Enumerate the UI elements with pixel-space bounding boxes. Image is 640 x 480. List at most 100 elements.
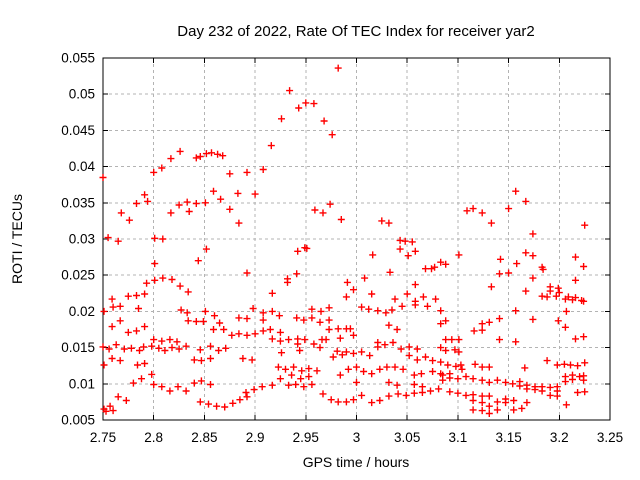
x-tick-label: 3.25 bbox=[597, 430, 623, 445]
y-tick-label: 0.045 bbox=[61, 123, 95, 138]
data-point bbox=[569, 376, 576, 383]
data-point bbox=[199, 318, 207, 325]
data-point bbox=[393, 381, 401, 389]
data-point bbox=[175, 201, 183, 209]
y-tick-label: 0.055 bbox=[61, 51, 95, 66]
data-point bbox=[201, 307, 209, 315]
data-point bbox=[399, 365, 407, 373]
data-point bbox=[493, 376, 501, 384]
data-point bbox=[148, 370, 156, 378]
data-point bbox=[127, 344, 135, 352]
data-point bbox=[333, 347, 341, 355]
data-point bbox=[402, 391, 410, 399]
data-point bbox=[469, 375, 477, 383]
data-point bbox=[560, 360, 568, 368]
data-point bbox=[242, 389, 250, 396]
data-point bbox=[276, 375, 284, 383]
data-point bbox=[478, 209, 486, 217]
data-point bbox=[446, 388, 454, 396]
data-point bbox=[381, 341, 389, 349]
data-point bbox=[350, 286, 357, 294]
data-point bbox=[124, 328, 132, 336]
data-point bbox=[249, 305, 257, 312]
data-point bbox=[546, 383, 554, 391]
data-point bbox=[389, 339, 397, 346]
data-point bbox=[294, 247, 302, 255]
data-point bbox=[505, 269, 513, 277]
y-tick-label: 0.005 bbox=[61, 413, 95, 428]
data-point bbox=[290, 363, 298, 371]
data-point bbox=[410, 389, 418, 397]
data-point bbox=[572, 335, 579, 343]
y-tick-label: 0.03 bbox=[69, 232, 95, 247]
data-point bbox=[116, 317, 124, 325]
data-point bbox=[151, 276, 159, 284]
data-point bbox=[429, 357, 437, 365]
data-point bbox=[442, 336, 450, 344]
data-point bbox=[325, 304, 333, 312]
data-point bbox=[116, 357, 124, 365]
data-point bbox=[418, 389, 426, 396]
data-point bbox=[133, 327, 140, 335]
data-point bbox=[427, 387, 434, 395]
data-point bbox=[403, 290, 411, 298]
data-point bbox=[192, 318, 200, 325]
data-point bbox=[229, 399, 237, 407]
data-point bbox=[555, 289, 563, 297]
data-point bbox=[327, 396, 335, 404]
data-point bbox=[404, 252, 412, 260]
data-point bbox=[302, 99, 310, 107]
data-point bbox=[342, 398, 350, 406]
data-point bbox=[454, 375, 462, 383]
data-point bbox=[201, 199, 209, 207]
data-point bbox=[437, 320, 445, 328]
data-point bbox=[413, 356, 421, 364]
data-point bbox=[108, 323, 116, 331]
data-point bbox=[104, 234, 112, 242]
data-point bbox=[523, 399, 531, 407]
data-point bbox=[226, 205, 234, 213]
data-point bbox=[141, 290, 149, 298]
data-point bbox=[222, 344, 230, 352]
data-point bbox=[386, 268, 394, 276]
data-point bbox=[235, 330, 243, 338]
data-point bbox=[413, 345, 421, 353]
data-point bbox=[334, 325, 342, 333]
data-point bbox=[211, 312, 218, 320]
y-tick-label: 0.02 bbox=[69, 304, 95, 319]
data-point bbox=[581, 221, 589, 229]
data-point bbox=[183, 198, 191, 206]
data-point bbox=[569, 296, 576, 304]
data-point bbox=[219, 152, 227, 160]
data-point bbox=[124, 292, 132, 300]
data-point bbox=[175, 345, 183, 353]
data-point bbox=[208, 149, 215, 157]
data-point bbox=[518, 404, 526, 412]
data-point bbox=[294, 340, 302, 348]
data-point bbox=[166, 387, 174, 395]
data-point bbox=[546, 287, 554, 295]
data-point bbox=[325, 316, 333, 324]
data-point bbox=[469, 406, 477, 414]
data-point bbox=[251, 190, 259, 198]
x-tick-label: 2.95 bbox=[293, 430, 319, 445]
data-point bbox=[408, 238, 416, 246]
data-point bbox=[487, 283, 495, 291]
data-point bbox=[358, 348, 366, 356]
data-point bbox=[167, 209, 175, 217]
data-point bbox=[471, 360, 479, 368]
data-point bbox=[183, 309, 191, 317]
data-point bbox=[458, 365, 466, 373]
data-point bbox=[174, 383, 182, 391]
data-point bbox=[278, 349, 285, 357]
data-point bbox=[485, 392, 493, 400]
data-point bbox=[276, 337, 284, 345]
data-point bbox=[235, 314, 243, 322]
data-point bbox=[576, 373, 584, 381]
data-point bbox=[158, 164, 166, 172]
data-point bbox=[159, 235, 167, 243]
data-point bbox=[313, 367, 321, 375]
data-point bbox=[284, 278, 291, 286]
data-point bbox=[552, 292, 560, 300]
y-tick-label: 0.05 bbox=[69, 87, 95, 102]
